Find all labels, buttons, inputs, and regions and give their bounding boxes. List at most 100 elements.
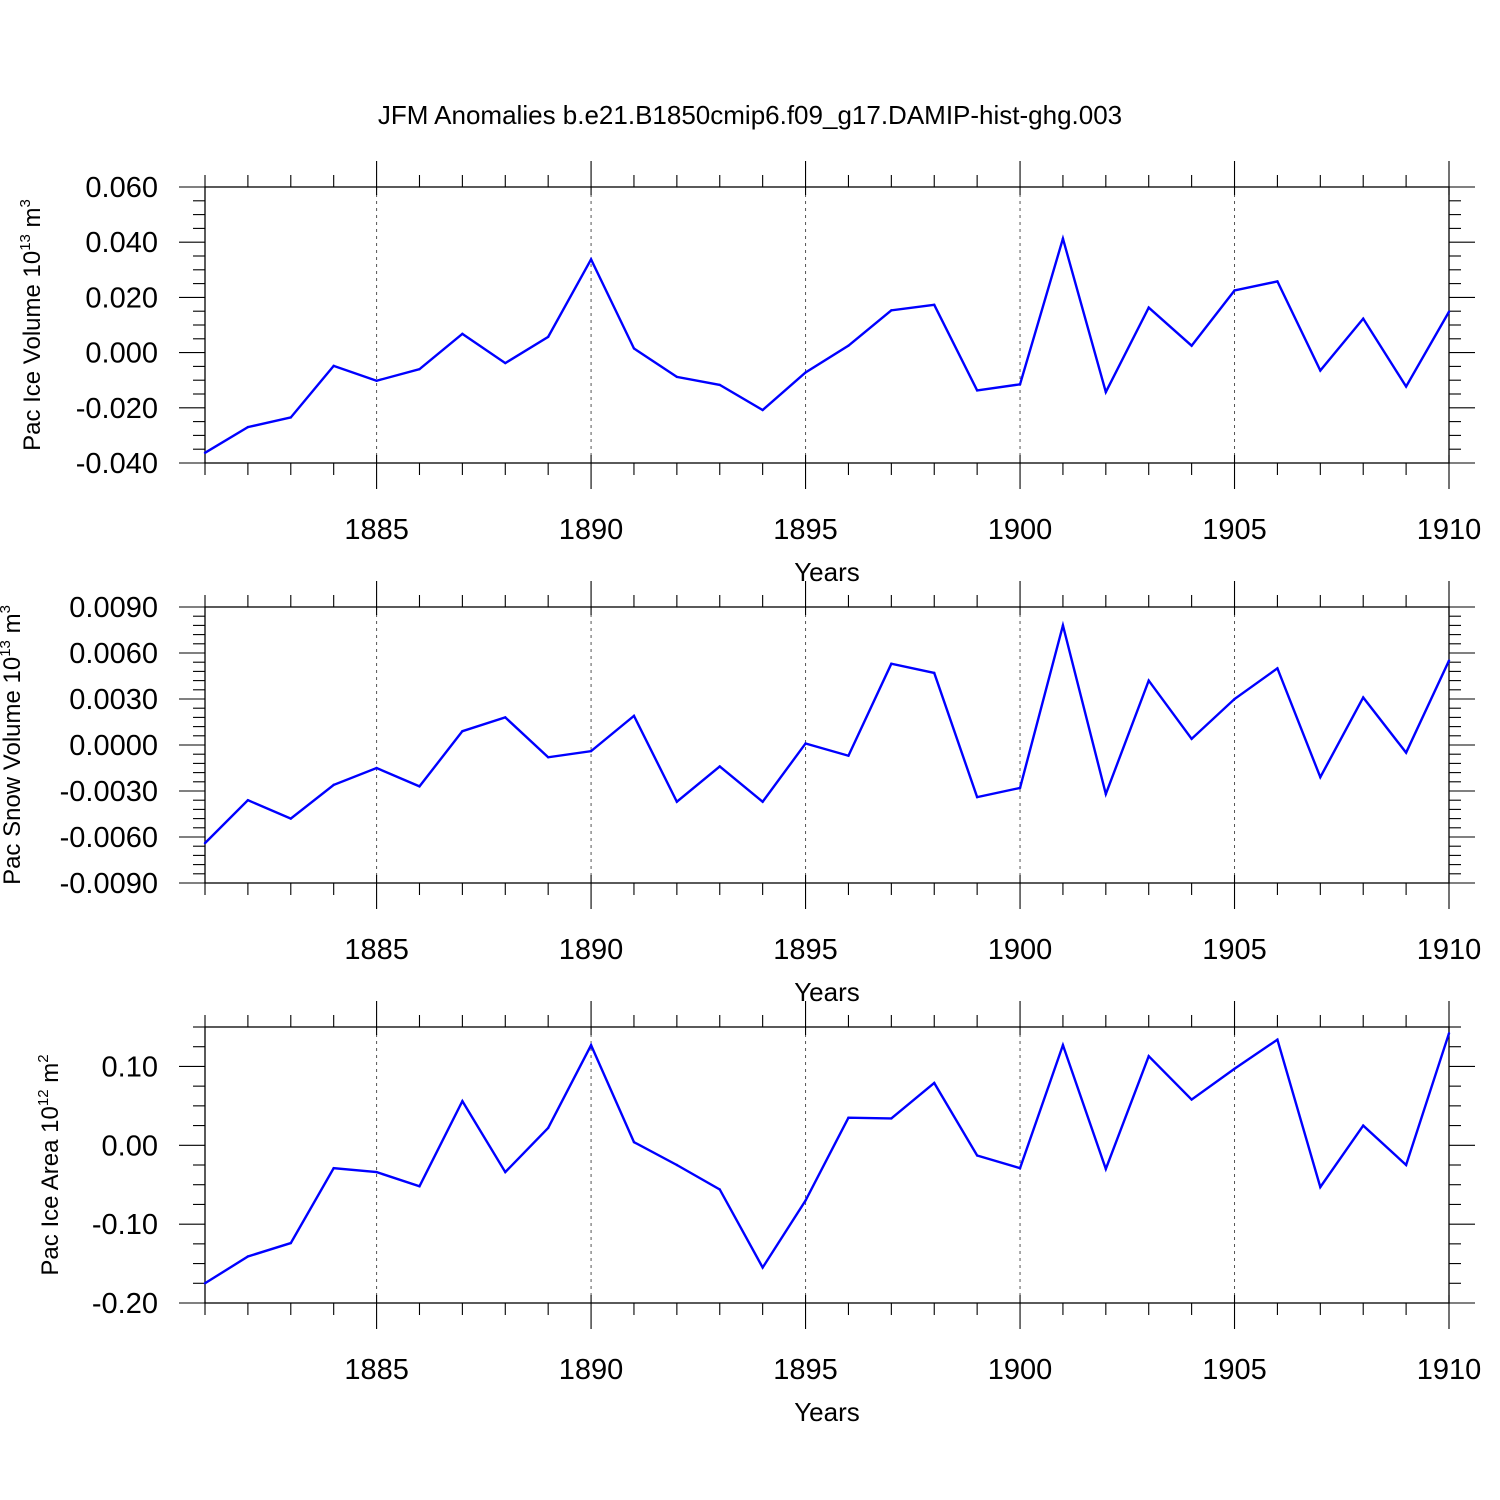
x-tick-label: 1910: [1417, 934, 1482, 966]
data-point: [1276, 667, 1279, 670]
data-point: [1061, 1043, 1065, 1047]
data-point: [289, 416, 292, 419]
y-axis-label-unit: m: [0, 613, 26, 640]
data-point: [1147, 306, 1150, 309]
panel-pac-ice-area: 1885 1890 1895 1900 1905 1910 Years 0.10 0.00 -0.…: [35, 1001, 1481, 1427]
y-tick-label: 0.060: [85, 172, 158, 204]
x-axis-label: Years: [794, 557, 860, 587]
y-axis-label-main: Pac Ice Area 10: [37, 1106, 64, 1275]
data-point: [289, 1241, 292, 1245]
data-point: [203, 451, 207, 454]
data-point: [375, 1170, 378, 1174]
y-axis-label-exponent: 13: [17, 234, 34, 251]
data-point: [933, 303, 936, 307]
data-point: [1190, 737, 1193, 741]
data-point: [418, 785, 421, 788]
data-point: [975, 1154, 979, 1157]
y-axis-label-unit-exponent: 3: [17, 199, 34, 207]
series-line-pac-ice-volume: [204, 234, 1451, 454]
data-point: [890, 309, 893, 312]
data-point: [1447, 310, 1451, 313]
y-tick-label: -0.10: [92, 1209, 158, 1241]
data-point: [718, 383, 721, 387]
data-point: [632, 1140, 636, 1144]
y-axis-label: Pac Ice Area 1012 m2: [35, 1054, 64, 1275]
y-tick-label: 0.000: [85, 338, 158, 370]
data-point: [461, 332, 464, 336]
x-tick-label: 1895: [773, 934, 838, 966]
y-tick-label: 0.020: [85, 282, 158, 314]
data-point: [332, 364, 335, 368]
data-point: [418, 1185, 421, 1188]
y-tick-label: -0.0060: [60, 822, 158, 854]
x-tick-label: 1885: [344, 934, 409, 966]
data-point: [804, 1199, 807, 1202]
x-axis-label: Years: [794, 1397, 860, 1427]
data-point: [1404, 751, 1408, 754]
data-point: [847, 754, 850, 757]
data-point: [1362, 317, 1365, 320]
data-point: [1018, 1166, 1022, 1170]
data-point: [1061, 237, 1065, 240]
data-point: [890, 662, 893, 665]
y-axis-label-unit-exponent: 2: [35, 1054, 52, 1062]
data-point: [804, 742, 807, 745]
panels-group: 1885 1890 1895 1900 1905 1910 Years 0.060 0.040 0…: [0, 161, 1481, 1427]
data-point: [761, 408, 764, 412]
data-point: [504, 1170, 507, 1174]
data-point: [1190, 344, 1193, 347]
data-point: [847, 1116, 850, 1119]
x-tick-label: 1890: [559, 1354, 624, 1386]
data-point: [1233, 289, 1236, 292]
data-point: [332, 1166, 335, 1170]
data-point: [890, 1117, 893, 1120]
data-point: [1147, 1054, 1150, 1058]
y-axis-label: Pac Snow Volume 1013 m3: [0, 605, 26, 885]
y-axis-label-unit-exponent: 3: [0, 605, 14, 613]
data-point: [1276, 1038, 1279, 1041]
data-point: [1319, 1185, 1322, 1189]
x-tick-label: 1910: [1417, 514, 1482, 546]
data-point: [1447, 1032, 1451, 1035]
plot-frame: [204, 1026, 1450, 1304]
y-tick-label: 0.00: [102, 1130, 158, 1162]
data-point: [1018, 786, 1022, 790]
data-point: [718, 1188, 721, 1191]
chart-title: JFM Anomalies b.e21.B1850cmip6.f09_g17.D…: [378, 100, 1122, 130]
data-point: [975, 795, 979, 799]
plot-frame: [204, 186, 1450, 464]
data-point: [203, 1282, 207, 1285]
y-tick-label: -0.040: [76, 448, 158, 480]
data-point: [847, 344, 850, 347]
data-point: [1104, 390, 1108, 394]
data-point: [246, 799, 250, 802]
y-axis-label-main: Pac Snow Volume 10: [0, 657, 26, 885]
data-point: [933, 671, 936, 675]
data-point: [246, 425, 250, 429]
data-point: [1233, 1067, 1236, 1070]
data-point: [1404, 1163, 1408, 1167]
y-tick-label: 0.10: [102, 1051, 158, 1083]
x-tick-label: 1910: [1417, 1354, 1482, 1386]
plot-frame: [204, 606, 1450, 884]
series-line-pac-snow-volume: [204, 620, 1451, 844]
data-point: [589, 1043, 593, 1047]
y-tick-label: 0.0030: [69, 684, 158, 716]
data-point: [975, 389, 979, 392]
y-tick-label: 0.0060: [69, 638, 158, 670]
data-point: [203, 841, 207, 845]
data-point: [1104, 792, 1108, 796]
data-point: [632, 714, 636, 718]
y-tick-label: 0.0090: [69, 592, 158, 624]
y-axis-label-exponent: 12: [35, 1089, 52, 1106]
y-axis-label-unit: m: [37, 1063, 64, 1090]
y-tick-label: -0.0030: [60, 776, 158, 808]
data-point: [675, 375, 679, 379]
data-point: [289, 817, 292, 820]
data-point: [761, 800, 764, 803]
data-point: [718, 765, 721, 768]
y-tick-label: 0.040: [85, 227, 158, 259]
data-point: [1190, 1098, 1193, 1101]
data-point: [332, 783, 335, 787]
